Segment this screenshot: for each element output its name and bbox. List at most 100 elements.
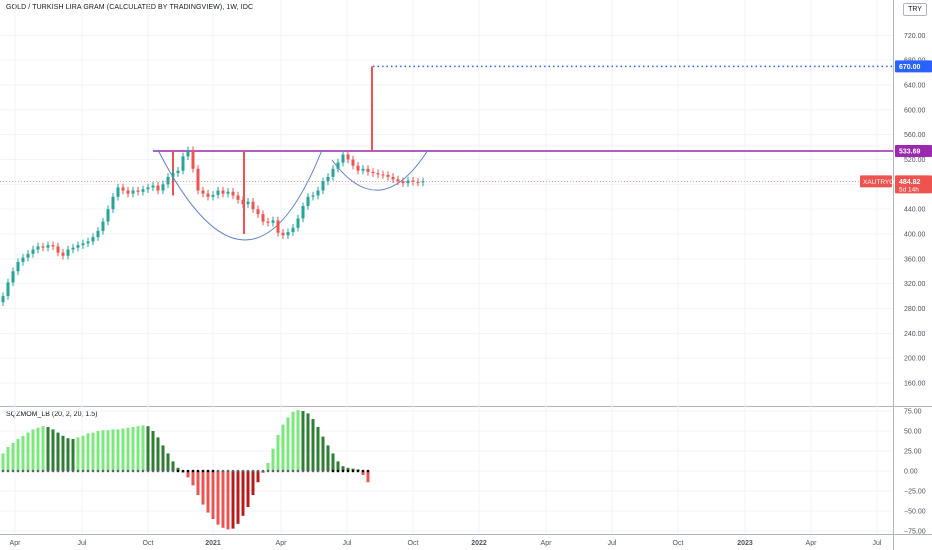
momentum-bar: [306, 413, 310, 471]
squeeze-dot: [106, 469, 110, 473]
candle-body: [331, 168, 335, 177]
candle: [421, 177, 425, 187]
candle-body: [286, 232, 290, 236]
candle-body: [356, 165, 360, 171]
squeeze-dot: [301, 469, 305, 473]
target-tag-bg: [895, 60, 932, 73]
candle: [116, 183, 120, 201]
candle-body: [116, 187, 120, 197]
candle: [186, 146, 190, 161]
squeeze-dot: [276, 469, 280, 473]
candle-body: [291, 227, 295, 233]
momentum-bar: [26, 432, 30, 471]
momentum-bar: [266, 463, 270, 471]
candle-body: [256, 209, 260, 215]
candle: [316, 186, 320, 200]
candle-body: [406, 180, 410, 184]
momentum-bar: [136, 426, 140, 471]
candle-body: [21, 257, 25, 262]
candle: [386, 171, 390, 181]
time-tick-label: 2023: [737, 540, 753, 547]
candle-body: [176, 170, 180, 174]
squeeze-dot: [306, 469, 310, 473]
price-tick-label: 280.00: [904, 306, 926, 313]
squeeze-dot: [241, 469, 245, 473]
price-tick-label: 400.00: [904, 232, 926, 239]
candle-body: [321, 181, 325, 191]
squeeze-dot: [206, 469, 210, 473]
candle-body: [396, 179, 400, 182]
momentum-bar: [231, 471, 235, 529]
currency-label: TRY: [908, 6, 922, 13]
candle-body: [56, 246, 60, 253]
momentum-bar: [346, 467, 350, 471]
momentum-bar: [196, 471, 200, 495]
candle-body: [211, 194, 215, 197]
squeeze-dot: [271, 469, 275, 473]
candle: [291, 224, 295, 236]
chart-title: GOLD / TURKISH LIRA GRAM (CALCULATED BY …: [6, 4, 254, 11]
momentum-bar: [366, 471, 370, 483]
candle: [366, 165, 370, 176]
target-tag-text: 670.00: [899, 64, 921, 71]
candle: [21, 253, 25, 266]
candle: [131, 186, 135, 198]
candle: [226, 188, 230, 198]
symbol-tag-text: XAUTRYG: [863, 179, 894, 186]
candle: [401, 177, 405, 187]
momentum-bar: [36, 427, 40, 471]
candle: [336, 158, 340, 173]
countdown-text: 5d 14h: [899, 186, 919, 193]
squeeze-dot: [46, 469, 50, 473]
momentum-bar: [66, 438, 70, 471]
squeeze-dot: [196, 469, 200, 473]
candle-body: [416, 181, 420, 183]
squeeze-dot: [201, 469, 205, 473]
momentum-bar: [281, 424, 285, 471]
momentum-tick-label: −50.00: [904, 509, 926, 516]
momentum-bar: [21, 435, 25, 471]
price-tick-label: 200.00: [904, 356, 926, 363]
candle: [276, 216, 280, 237]
momentum-axis-labels: 75.00 50.00 25.00 0.00 −25.00 −50.00 −75.00: [904, 409, 926, 536]
candle-body: [381, 174, 385, 176]
candle: [301, 202, 305, 223]
momentum-bar: [126, 427, 130, 471]
currency-selector[interactable]: TRY: [903, 3, 927, 16]
squeeze-dot: [31, 469, 35, 473]
momentum-bar: [321, 436, 325, 471]
squeeze-dot: [246, 469, 250, 473]
momentum-bar: [1, 453, 5, 471]
candle-body: [16, 261, 20, 272]
candle: [256, 205, 260, 218]
candle: [231, 188, 235, 200]
candle-body: [391, 176, 395, 180]
time-tick-label: Jul: [343, 540, 352, 547]
price-tick-label: 160.00: [904, 381, 926, 388]
candle: [1, 292, 5, 307]
squeeze-dot: [161, 469, 165, 473]
pattern-overlay: [0, 65, 893, 241]
candle-body: [31, 249, 35, 254]
candle-body: [226, 191, 230, 194]
squeeze-dot: [321, 469, 325, 473]
candle-body: [131, 190, 135, 194]
candle: [121, 183, 125, 195]
momentum-bar: [241, 471, 245, 516]
candle-body: [46, 245, 50, 248]
price-tick-label: 360.00: [904, 256, 926, 263]
candle-body: [351, 159, 355, 166]
squeeze-dot: [1, 469, 5, 473]
candle-body: [86, 241, 90, 244]
squeeze-dot: [221, 469, 225, 473]
candle-body: [121, 187, 125, 191]
time-tick-label: 2022: [471, 540, 487, 547]
momentum-bar: [116, 429, 120, 471]
candle: [201, 186, 205, 198]
squeeze-dot: [91, 469, 95, 473]
squeeze-dot: [136, 469, 140, 473]
candle: [26, 250, 30, 262]
momentum-bar: [81, 435, 85, 471]
